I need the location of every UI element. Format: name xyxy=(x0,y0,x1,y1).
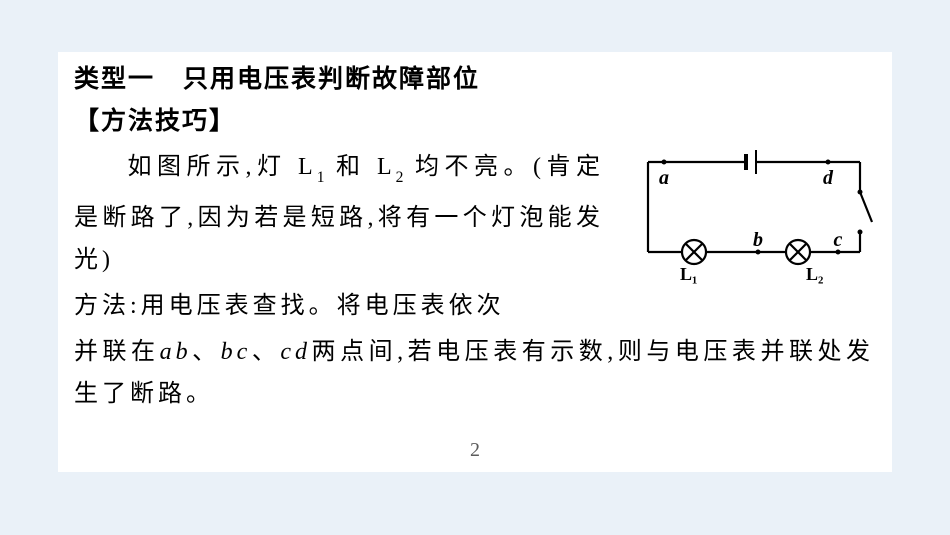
label-L1: L₁ xyxy=(680,264,697,284)
body-para2-narrow: 方法:用电压表查找。将电压表依次 xyxy=(74,285,604,327)
title-prefix: 类型一 xyxy=(74,66,155,93)
label-d: d xyxy=(823,167,834,189)
t1a: 如图所示,灯 L xyxy=(126,154,317,180)
sub1: 1 xyxy=(317,169,325,186)
label-b: b xyxy=(753,229,763,251)
page-card: 类型一 只用电压表判断故障部位 【方法技巧】 如图所示,灯 L1 和 L2 均不亮… xyxy=(58,52,892,472)
s2: 、 xyxy=(251,339,280,365)
circuit-diagram: a d b c L₁ L₂ xyxy=(628,144,878,284)
cd: cd xyxy=(280,339,311,365)
title-line: 类型一 只用电压表判断故障部位 xyxy=(74,60,876,100)
s1: 、 xyxy=(192,339,221,365)
label-a: a xyxy=(659,167,669,189)
subtitle: 【方法技巧】 xyxy=(74,102,876,142)
sub2: 2 xyxy=(396,169,404,186)
t2a: 方法:用电压表查找。将电压表依次 xyxy=(74,293,505,319)
body-para1: 如图所示,灯 L1 和 L2 均不亮。(肯定是断路了,因为若是短路,将有一个灯泡… xyxy=(74,146,604,281)
ab: ab xyxy=(160,339,192,365)
t2pre: 并联在 xyxy=(74,339,160,365)
page-number: 2 xyxy=(58,439,892,462)
label-L2: L₂ xyxy=(806,264,823,284)
t1b: 和 L xyxy=(324,154,395,180)
body-para2-wide: 并联在ab、bc、cd两点间,若电压表有示数,则与电压表并联处发生了断路。 xyxy=(74,331,874,415)
label-c: c xyxy=(834,229,843,251)
title-main: 只用电压表判断故障部位 xyxy=(183,66,480,93)
bc: bc xyxy=(221,339,252,365)
